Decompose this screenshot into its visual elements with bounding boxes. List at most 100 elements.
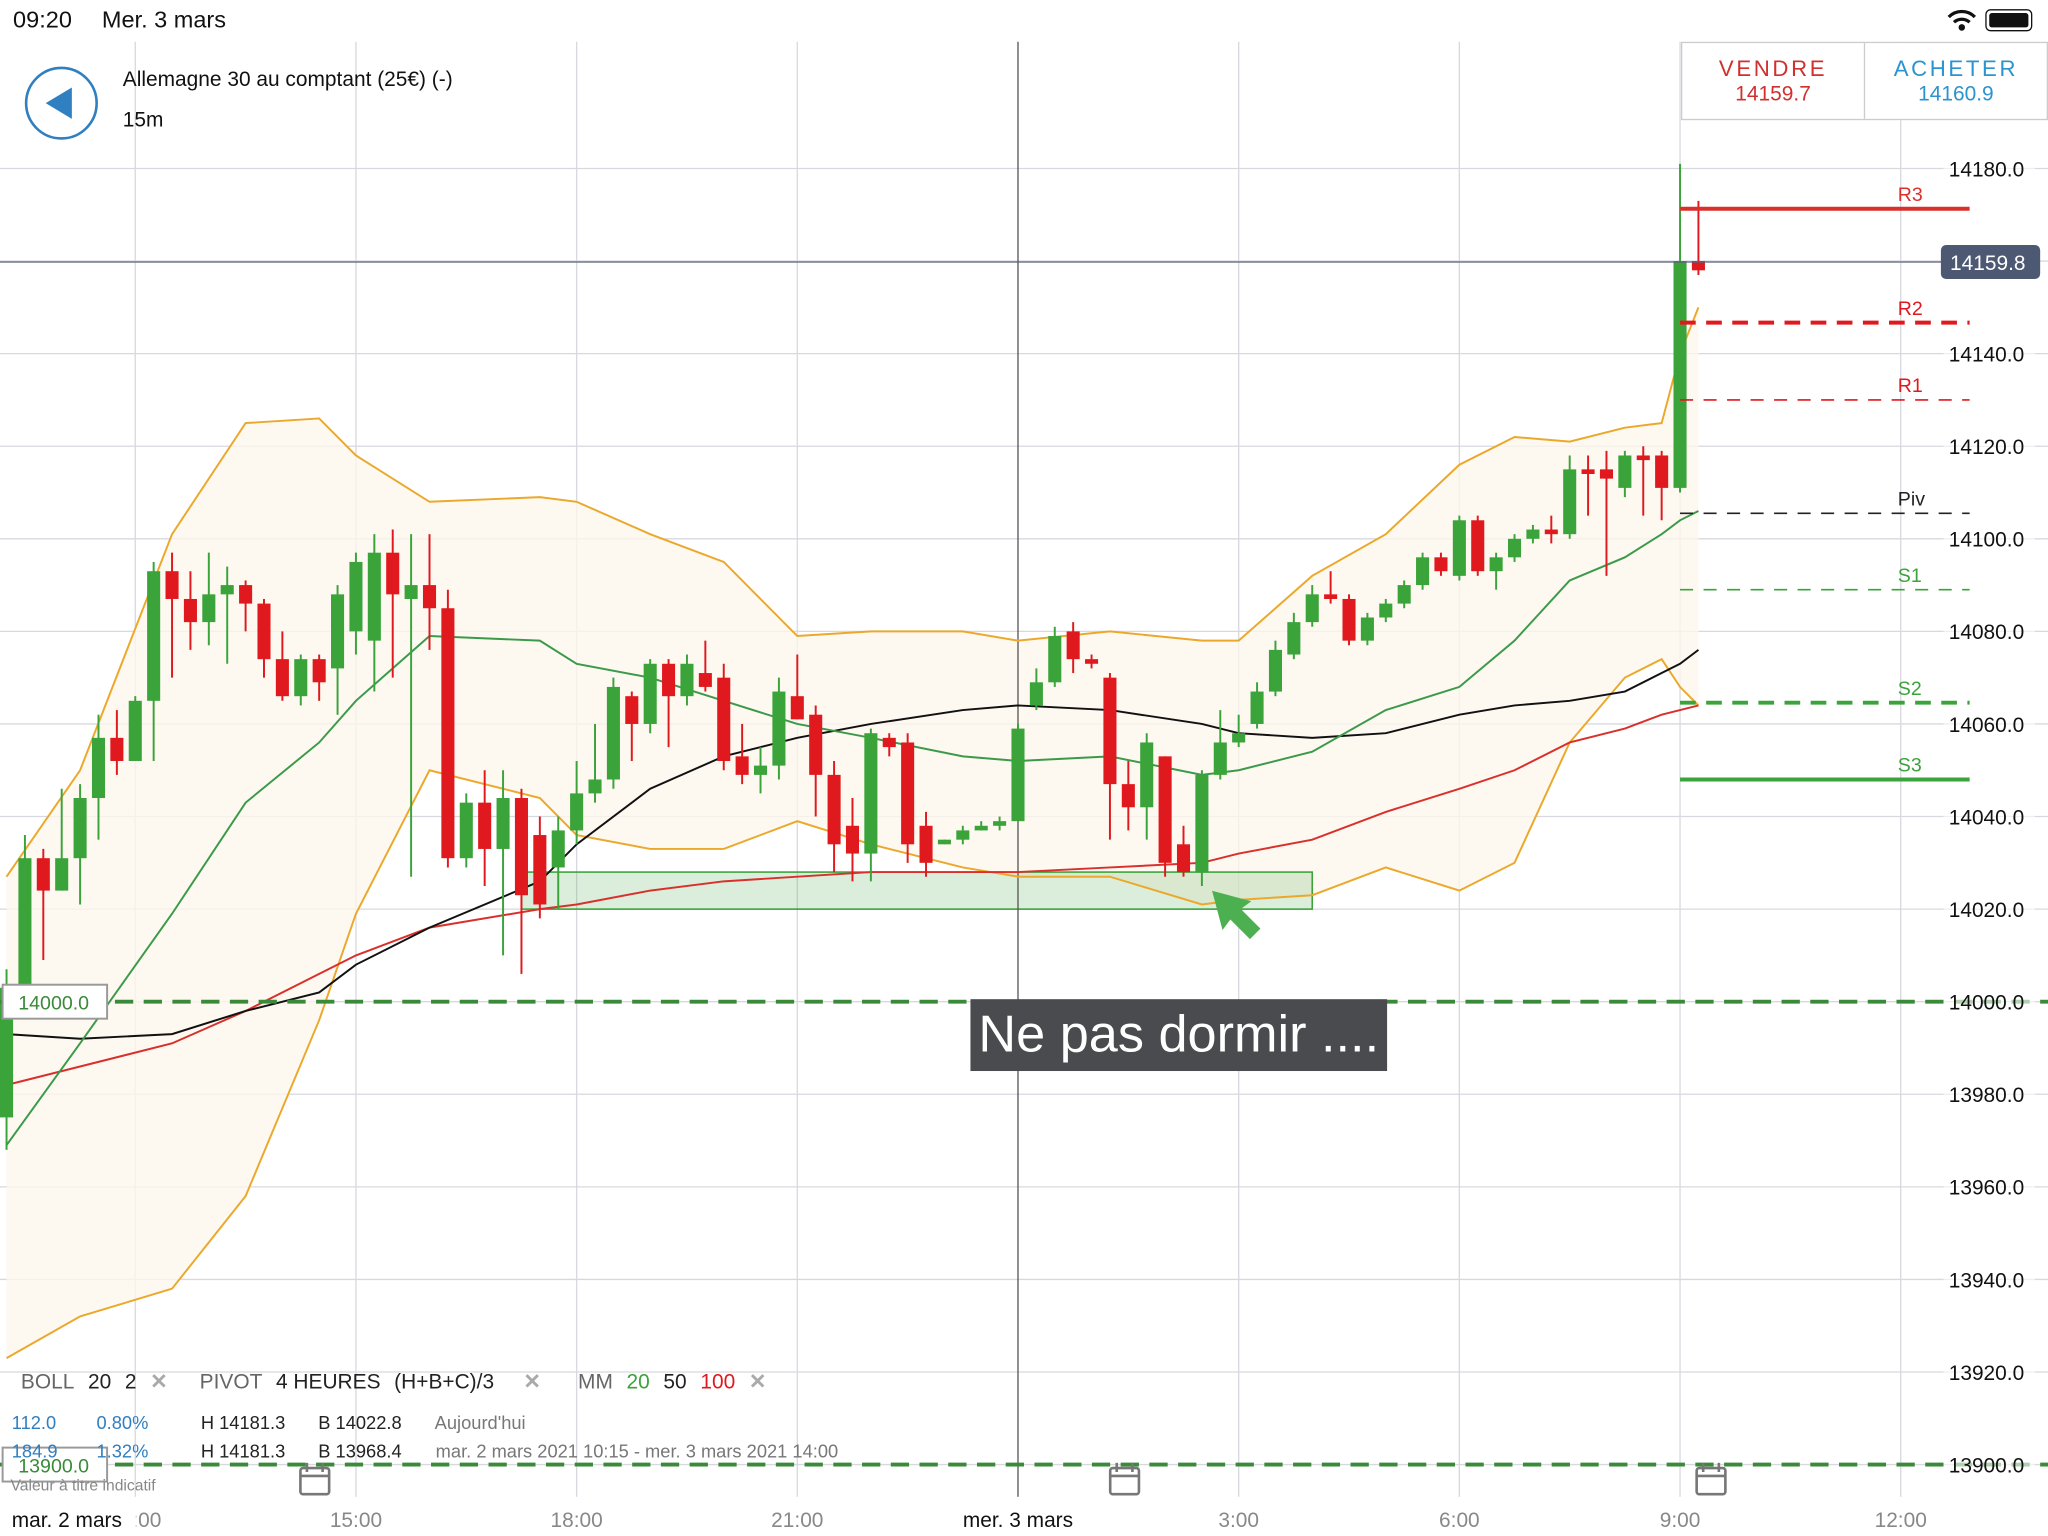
y-tick-label: 14000.0 <box>1949 992 2024 1015</box>
candle <box>55 788 69 891</box>
y-tick-bg <box>1943 710 2035 738</box>
candle <box>441 589 455 868</box>
candle <box>809 705 823 817</box>
annotation-note[interactable]: Ne pas dormir .... <box>970 999 1388 1072</box>
candle <box>1673 163 1687 493</box>
current-price-tag <box>1940 245 2041 279</box>
y-tick-label: 14180.0 <box>1949 158 2024 181</box>
candle-body <box>1673 261 1687 488</box>
indicator-legend: BOLL 20 2 ✕ PIVOT 4 HEURES (H+B+C)/3 ✕ M… <box>21 1369 774 1395</box>
candle <box>478 770 492 886</box>
candle <box>845 798 860 882</box>
calendar-body <box>1108 1466 1141 1496</box>
buy-button[interactable]: ACHETER 14160.9 <box>1865 43 2047 119</box>
candle-body <box>827 774 841 845</box>
mm-100: 100 <box>700 1371 736 1394</box>
sell-price: 14159.7 <box>1735 83 1811 106</box>
day-label: mer. 3 mars <box>963 1509 1073 1532</box>
candle-body <box>459 802 473 859</box>
candle-body <box>386 552 400 595</box>
candle <box>220 566 234 664</box>
candle <box>459 793 473 868</box>
remove-pivot-icon[interactable]: ✕ <box>523 1371 541 1394</box>
calendar-icon[interactable] <box>1695 1462 1727 1496</box>
candle-body <box>514 798 528 896</box>
interval-label[interactable]: 15m <box>122 109 164 132</box>
y-tick-label: 14100.0 <box>1949 529 2024 552</box>
candle <box>1397 580 1411 609</box>
candle-body <box>1232 733 1246 743</box>
candle <box>1103 673 1117 840</box>
candle-body <box>1452 520 1466 576</box>
calendar-icon[interactable] <box>1108 1462 1141 1496</box>
candle <box>128 696 142 761</box>
candle-body <box>312 659 326 683</box>
boll-dev: 2 <box>124 1371 137 1394</box>
candle-body <box>1103 677 1117 785</box>
pivot-label-r2: R2 <box>1898 298 1923 320</box>
mm50-line <box>6 649 1700 1040</box>
alert-label: 14000.0 <box>18 993 89 1015</box>
candle-body <box>496 798 510 849</box>
y-tick-bg <box>1943 988 2035 1015</box>
y-tick-bg <box>1943 803 2035 830</box>
candle <box>165 552 179 678</box>
candle <box>1195 770 1209 886</box>
candle <box>606 677 620 789</box>
candle-body <box>1581 469 1595 474</box>
back-button[interactable] <box>24 66 98 140</box>
wifi-icon <box>1946 8 1977 38</box>
candle-body <box>570 793 584 831</box>
candle-body <box>1397 585 1411 604</box>
candle-body <box>1691 261 1705 271</box>
candle-body <box>257 603 271 660</box>
y-tick-bg <box>1943 1081 2035 1108</box>
sell-button[interactable]: VENDRE 14159.7 <box>1682 43 1866 119</box>
candle-body <box>1176 844 1191 873</box>
candle-body <box>1507 538 1522 558</box>
candle <box>662 659 676 748</box>
candle-body <box>110 737 124 761</box>
candle-body <box>183 598 197 623</box>
candle <box>882 733 896 757</box>
candle-body <box>1029 682 1043 706</box>
pivot-formula: (H+B+C)/3 <box>394 1371 495 1394</box>
candle <box>386 529 400 678</box>
candle-body <box>1342 598 1356 641</box>
candle <box>36 848 50 961</box>
candle-body <box>643 663 657 724</box>
candle-body <box>901 742 915 845</box>
mm-20: 20 <box>626 1371 650 1394</box>
candle-body <box>606 686 620 780</box>
candle <box>827 760 841 873</box>
remove-mm-icon[interactable]: ✕ <box>748 1371 767 1394</box>
trade-box: VENDRE 14159.7 ACHETER 14160.9 <box>1680 41 2048 121</box>
candle <box>974 821 988 831</box>
candle-body <box>1195 774 1209 873</box>
candle <box>1526 524 1540 544</box>
x-tick-label: 21:00 <box>771 1509 823 1532</box>
candle <box>331 585 345 715</box>
calendar-icon[interactable] <box>299 1462 331 1496</box>
candle-body <box>1048 636 1062 683</box>
y-tick-bg <box>1943 1173 2035 1200</box>
candle-body <box>422 585 437 609</box>
x-tick-label: 9:00 <box>1660 1509 1701 1532</box>
sell-label: VENDRE <box>1718 56 1828 81</box>
range-percent: 1.32% <box>96 1440 149 1462</box>
candle <box>1324 571 1338 604</box>
candle-body <box>533 835 547 905</box>
candle <box>18 835 32 993</box>
candle-body <box>1085 659 1099 664</box>
candle-body <box>993 821 1007 826</box>
candle-body <box>1471 520 1485 572</box>
x-tick-label: 15:00 <box>330 1509 382 1532</box>
candle <box>551 816 565 910</box>
candle-body <box>239 585 253 604</box>
candle <box>1121 760 1135 831</box>
candle-body <box>147 571 161 701</box>
candle-body <box>73 798 87 859</box>
arrow-icon <box>1212 890 1261 940</box>
remove-boll-icon[interactable]: ✕ <box>150 1371 168 1394</box>
